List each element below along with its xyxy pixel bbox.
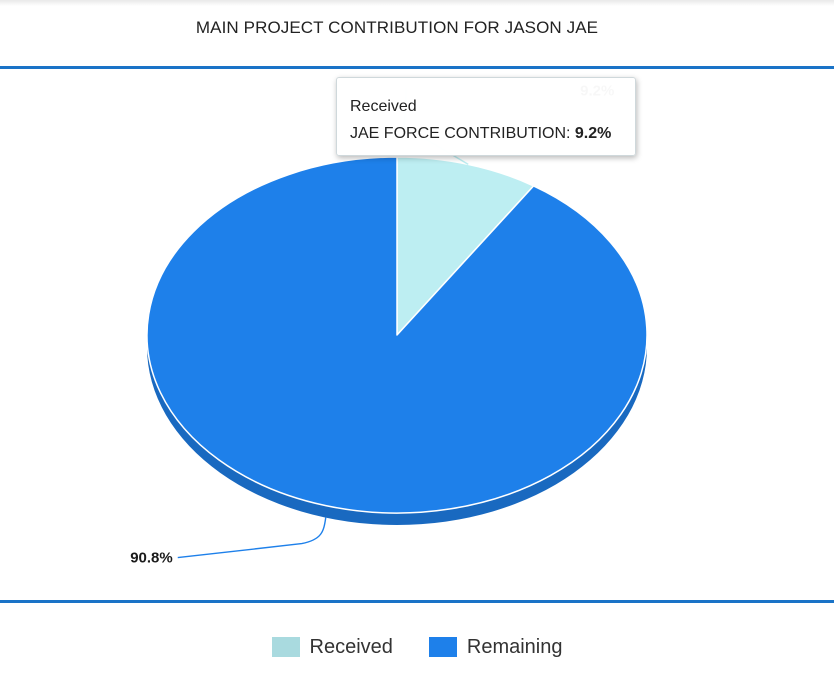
pie-chart: 9.2% 90.8% <box>130 82 648 567</box>
pie-slice-remaining[interactable] <box>146 156 648 514</box>
top-shade <box>0 0 834 6</box>
pie-slice-received[interactable] <box>396 156 535 336</box>
legend-item-received[interactable]: Received <box>271 635 393 659</box>
chart-title: MAIN PROJECT CONTRIBUTION FOR JASON JAE <box>195 18 599 37</box>
legend-label-received: Received <box>309 635 393 658</box>
tooltip-series-name: JAE FORCE CONTRIBUTION: <box>350 125 571 142</box>
top-divider <box>0 66 834 69</box>
tooltip-point-name: Received <box>350 98 417 115</box>
legend-swatch-received <box>271 637 300 657</box>
bottom-divider <box>0 600 834 603</box>
legend: Received Remaining <box>0 632 834 662</box>
tooltip-value: 9.2% <box>574 125 612 142</box>
tooltip-series-line: JAE FORCE CONTRIBUTION: 9.2% <box>350 120 635 147</box>
tooltip: Received JAE FORCE CONTRIBUTION: 9.2% <box>336 77 636 156</box>
legend-swatch-remaining <box>428 637 457 657</box>
legend-item-remaining[interactable]: Remaining <box>428 635 563 659</box>
data-label-remaining: 90.8% <box>130 550 173 567</box>
connector-remaining <box>177 517 327 559</box>
legend-label-remaining: Remaining <box>466 635 563 658</box>
